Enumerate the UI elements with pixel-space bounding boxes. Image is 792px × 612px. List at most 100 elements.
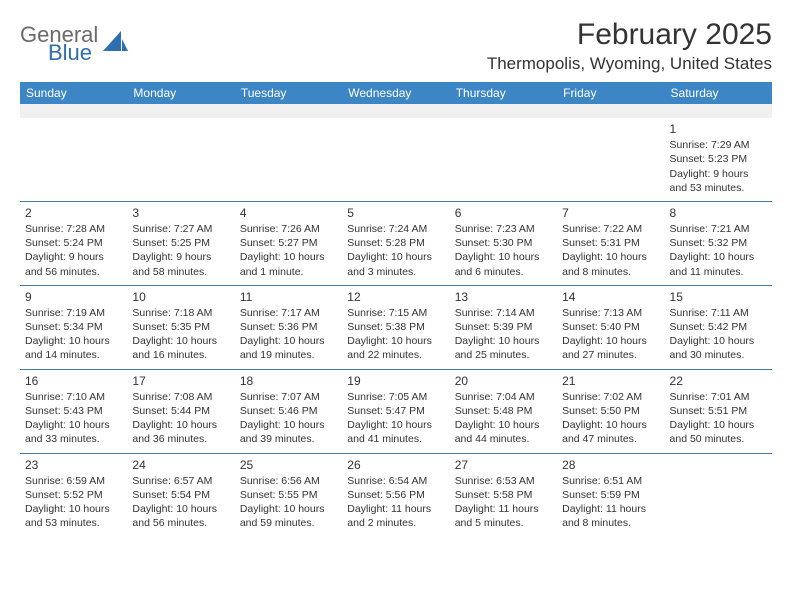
sunset-line: Sunset: 5:59 PM: [562, 488, 659, 502]
sunset-line: Sunset: 5:35 PM: [132, 320, 229, 334]
day-cell: 14Sunrise: 7:13 AMSunset: 5:40 PMDayligh…: [557, 286, 664, 369]
day-cell: 27Sunrise: 6:53 AMSunset: 5:58 PMDayligh…: [450, 454, 557, 537]
sunrise-line: Sunrise: 7:11 AM: [670, 306, 767, 320]
sunset-line: Sunset: 5:58 PM: [455, 488, 552, 502]
day-cell: 3Sunrise: 7:27 AMSunset: 5:25 PMDaylight…: [127, 202, 234, 285]
day-header: Monday: [127, 82, 234, 104]
sunrise-line: Sunrise: 6:54 AM: [347, 474, 444, 488]
day-cell: 22Sunrise: 7:01 AMSunset: 5:51 PMDayligh…: [665, 370, 772, 453]
day-cell: 26Sunrise: 6:54 AMSunset: 5:56 PMDayligh…: [342, 454, 449, 537]
sunset-line: Sunset: 5:54 PM: [132, 488, 229, 502]
week-row: 23Sunrise: 6:59 AMSunset: 5:52 PMDayligh…: [20, 453, 772, 537]
sunset-line: Sunset: 5:50 PM: [562, 404, 659, 418]
location: Thermopolis, Wyoming, United States: [487, 54, 772, 74]
sunrise-line: Sunrise: 7:07 AM: [240, 390, 337, 404]
day-cell: [557, 118, 664, 201]
sunset-line: Sunset: 5:30 PM: [455, 236, 552, 250]
daylight-line: Daylight: 10 hours and 16 minutes.: [132, 334, 229, 362]
week-row: 2Sunrise: 7:28 AMSunset: 5:24 PMDaylight…: [20, 201, 772, 285]
sunrise-line: Sunrise: 7:02 AM: [562, 390, 659, 404]
day-header: Saturday: [665, 82, 772, 104]
daylight-line: Daylight: 10 hours and 25 minutes.: [455, 334, 552, 362]
day-header: Wednesday: [342, 82, 449, 104]
day-cell: 17Sunrise: 7:08 AMSunset: 5:44 PMDayligh…: [127, 370, 234, 453]
day-header: Sunday: [20, 82, 127, 104]
daylight-line: Daylight: 10 hours and 50 minutes.: [670, 418, 767, 446]
sunrise-line: Sunrise: 6:57 AM: [132, 474, 229, 488]
sunset-line: Sunset: 5:42 PM: [670, 320, 767, 334]
sunset-line: Sunset: 5:48 PM: [455, 404, 552, 418]
sunrise-line: Sunrise: 6:53 AM: [455, 474, 552, 488]
daylight-line: Daylight: 10 hours and 22 minutes.: [347, 334, 444, 362]
day-cell: 6Sunrise: 7:23 AMSunset: 5:30 PMDaylight…: [450, 202, 557, 285]
day-cell: 4Sunrise: 7:26 AMSunset: 5:27 PMDaylight…: [235, 202, 342, 285]
sunset-line: Sunset: 5:28 PM: [347, 236, 444, 250]
daylight-line: Daylight: 10 hours and 41 minutes.: [347, 418, 444, 446]
day-number: 27: [455, 457, 552, 473]
sunrise-line: Sunrise: 7:21 AM: [670, 222, 767, 236]
sunrise-line: Sunrise: 7:24 AM: [347, 222, 444, 236]
daylight-line: Daylight: 9 hours and 58 minutes.: [132, 250, 229, 278]
day-number: 12: [347, 289, 444, 305]
daylight-line: Daylight: 9 hours and 53 minutes.: [670, 167, 767, 195]
week-row: 9Sunrise: 7:19 AMSunset: 5:34 PMDaylight…: [20, 285, 772, 369]
sail-icon: [103, 31, 129, 58]
day-cell: [665, 454, 772, 537]
month-title: February 2025: [487, 18, 772, 52]
daylight-line: Daylight: 9 hours and 56 minutes.: [25, 250, 122, 278]
sunrise-line: Sunrise: 7:29 AM: [670, 138, 767, 152]
sunset-line: Sunset: 5:36 PM: [240, 320, 337, 334]
day-number: 17: [132, 373, 229, 389]
day-number: 23: [25, 457, 122, 473]
day-cell: 20Sunrise: 7:04 AMSunset: 5:48 PMDayligh…: [450, 370, 557, 453]
sunset-line: Sunset: 5:46 PM: [240, 404, 337, 418]
daylight-line: Daylight: 10 hours and 3 minutes.: [347, 250, 444, 278]
day-number: 8: [670, 205, 767, 221]
day-number: 7: [562, 205, 659, 221]
sunset-line: Sunset: 5:38 PM: [347, 320, 444, 334]
day-cell: 21Sunrise: 7:02 AMSunset: 5:50 PMDayligh…: [557, 370, 664, 453]
header: General Blue February 2025 Thermopolis, …: [20, 18, 772, 74]
sunrise-line: Sunrise: 7:17 AM: [240, 306, 337, 320]
day-cell: 12Sunrise: 7:15 AMSunset: 5:38 PMDayligh…: [342, 286, 449, 369]
sunset-line: Sunset: 5:52 PM: [25, 488, 122, 502]
sunset-line: Sunset: 5:34 PM: [25, 320, 122, 334]
sunrise-line: Sunrise: 7:14 AM: [455, 306, 552, 320]
daylight-line: Daylight: 10 hours and 27 minutes.: [562, 334, 659, 362]
day-cell: 28Sunrise: 6:51 AMSunset: 5:59 PMDayligh…: [557, 454, 664, 537]
day-cell: 10Sunrise: 7:18 AMSunset: 5:35 PMDayligh…: [127, 286, 234, 369]
day-number: 11: [240, 289, 337, 305]
day-number: 28: [562, 457, 659, 473]
day-number: 19: [347, 373, 444, 389]
sunset-line: Sunset: 5:47 PM: [347, 404, 444, 418]
day-cell: 19Sunrise: 7:05 AMSunset: 5:47 PMDayligh…: [342, 370, 449, 453]
day-number: 18: [240, 373, 337, 389]
day-cell: 16Sunrise: 7:10 AMSunset: 5:43 PMDayligh…: [20, 370, 127, 453]
daylight-line: Daylight: 10 hours and 33 minutes.: [25, 418, 122, 446]
sunset-line: Sunset: 5:32 PM: [670, 236, 767, 250]
daylight-line: Daylight: 10 hours and 53 minutes.: [25, 502, 122, 530]
day-number: 22: [670, 373, 767, 389]
day-number: 26: [347, 457, 444, 473]
day-number: 16: [25, 373, 122, 389]
day-number: 4: [240, 205, 337, 221]
title-block: February 2025 Thermopolis, Wyoming, Unit…: [487, 18, 772, 74]
sunrise-line: Sunrise: 6:56 AM: [240, 474, 337, 488]
daylight-line: Daylight: 10 hours and 11 minutes.: [670, 250, 767, 278]
day-number: 14: [562, 289, 659, 305]
day-cell: 5Sunrise: 7:24 AMSunset: 5:28 PMDaylight…: [342, 202, 449, 285]
sunrise-line: Sunrise: 7:08 AM: [132, 390, 229, 404]
day-cell: 24Sunrise: 6:57 AMSunset: 5:54 PMDayligh…: [127, 454, 234, 537]
daylight-line: Daylight: 10 hours and 30 minutes.: [670, 334, 767, 362]
blank-row: [20, 104, 772, 118]
day-cell: 15Sunrise: 7:11 AMSunset: 5:42 PMDayligh…: [665, 286, 772, 369]
daylight-line: Daylight: 10 hours and 19 minutes.: [240, 334, 337, 362]
day-number: 13: [455, 289, 552, 305]
day-number: 10: [132, 289, 229, 305]
sunrise-line: Sunrise: 7:10 AM: [25, 390, 122, 404]
sunrise-line: Sunrise: 7:28 AM: [25, 222, 122, 236]
day-cell: [235, 118, 342, 201]
logo: General Blue: [20, 18, 129, 64]
sunrise-line: Sunrise: 7:27 AM: [132, 222, 229, 236]
daylight-line: Daylight: 10 hours and 39 minutes.: [240, 418, 337, 446]
